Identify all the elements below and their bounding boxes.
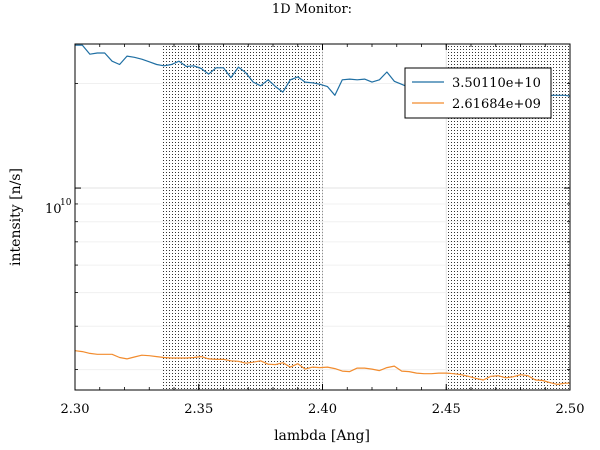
x-tick-label: 2.45 <box>432 402 461 417</box>
legend: 3.50110e+10 2.61684e+09 <box>404 67 552 119</box>
legend-label-1: 3.50110e+10 <box>452 76 541 91</box>
series-line-2 <box>75 350 570 385</box>
x-axis-label: lambda [Ang] <box>274 428 370 444</box>
x-tick-label: 2.35 <box>184 402 213 417</box>
x-axis-ticks: 2.30 2.35 2.40 2.45 2.50 <box>61 44 585 417</box>
chart-title: 1D Monitor: <box>272 2 352 17</box>
legend-box <box>404 67 552 119</box>
shaded-region <box>161 44 323 390</box>
y-tick-base: 10 <box>45 202 62 217</box>
y-tick-exponent: 10 <box>60 198 72 208</box>
y-axis-label: intensity [n/s] <box>8 168 24 266</box>
y-tick-label: 10 10 <box>45 198 72 217</box>
x-tick-label: 2.30 <box>61 402 90 417</box>
x-tick-label: 2.40 <box>308 402 337 417</box>
x-tick-label: 2.50 <box>556 402 585 417</box>
y-axis-ticks <box>75 83 570 370</box>
legend-label-2: 2.61684e+09 <box>452 97 541 112</box>
